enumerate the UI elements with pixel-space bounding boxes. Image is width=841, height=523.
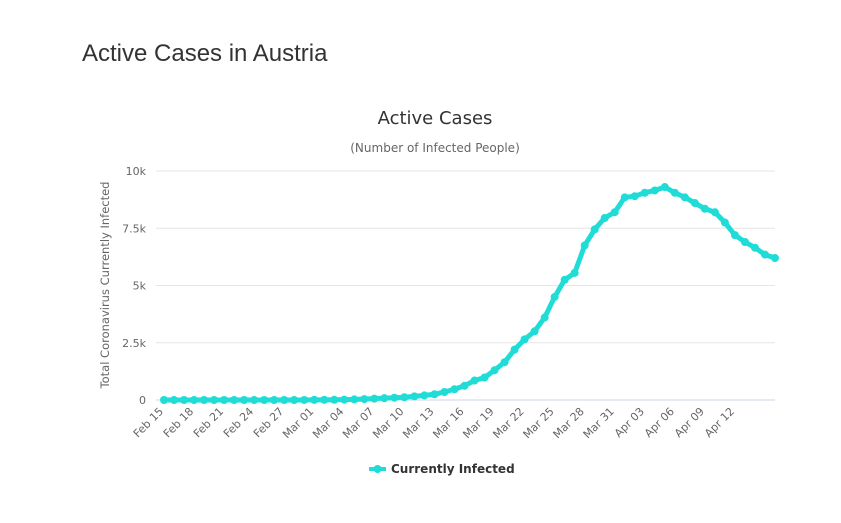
page-title: Active Cases in Austria <box>82 40 328 67</box>
x-tick-label: Feb 27 <box>251 405 286 440</box>
data-point <box>270 396 279 404</box>
data-point <box>540 313 549 322</box>
data-point <box>410 392 419 401</box>
x-tick-label: Mar 07 <box>340 405 376 441</box>
x-tick-label: Mar 22 <box>490 405 526 441</box>
data-point <box>320 395 329 404</box>
data-point <box>230 396 239 404</box>
data-point <box>670 188 679 197</box>
y-tick-label: 0 <box>139 394 146 407</box>
data-point <box>340 395 349 404</box>
data-point <box>750 243 759 252</box>
data-point <box>460 381 469 390</box>
data-point <box>470 376 479 385</box>
legend[interactable]: Currently Infected <box>369 462 515 476</box>
data-point <box>370 394 379 403</box>
data-point <box>510 345 519 354</box>
data-point <box>771 254 779 263</box>
data-point <box>600 213 609 222</box>
y-axis-label: Total Coronavirus Currently Infected <box>98 182 112 390</box>
data-point <box>400 393 409 402</box>
data-point <box>310 395 319 404</box>
chart-subtitle: (Number of Infected People) <box>350 141 520 155</box>
data-point <box>720 218 729 227</box>
x-tick-label: Mar 19 <box>460 405 496 441</box>
x-tick-label: Apr 12 <box>702 405 737 440</box>
data-point <box>650 186 659 195</box>
x-tick-label: Mar 13 <box>400 405 436 441</box>
data-point <box>430 390 439 399</box>
data-point <box>570 268 579 277</box>
x-tick-label: Mar 31 <box>581 405 617 441</box>
data-point <box>550 292 559 301</box>
x-tick-label: Feb 21 <box>191 405 226 440</box>
x-tick-label: Apr 09 <box>672 405 707 440</box>
data-point <box>440 387 449 396</box>
x-tick-label: Mar 16 <box>430 405 466 441</box>
series-line-currently-infected <box>161 184 778 403</box>
data-point <box>300 395 309 404</box>
data-point <box>530 327 539 336</box>
data-point <box>680 193 689 202</box>
x-tick-label: Apr 06 <box>642 405 677 440</box>
data-point <box>160 396 168 404</box>
legend-point-marker <box>373 465 382 473</box>
data-point <box>350 395 359 404</box>
data-point <box>360 395 369 404</box>
data-point <box>500 358 509 367</box>
x-tick-label: Feb 15 <box>131 405 166 440</box>
data-point <box>640 188 649 197</box>
data-point <box>480 373 489 382</box>
chart-title: Active Cases <box>378 108 493 129</box>
data-point <box>390 393 399 402</box>
data-point <box>450 385 459 394</box>
data-point <box>380 394 389 403</box>
data-point <box>490 366 499 375</box>
data-point <box>710 208 719 217</box>
data-point <box>690 199 699 208</box>
x-tick-label: Feb 18 <box>161 405 196 440</box>
data-point <box>180 396 189 404</box>
data-point <box>760 250 769 259</box>
data-point <box>240 396 249 404</box>
data-point <box>250 396 259 404</box>
x-tick-label: Mar 25 <box>521 405 557 441</box>
x-tick-label: Mar 28 <box>551 405 587 441</box>
data-point <box>520 335 529 344</box>
data-point <box>210 396 219 404</box>
data-point <box>700 204 709 213</box>
x-tick-label: Mar 10 <box>370 405 406 441</box>
data-point <box>420 391 429 400</box>
data-point <box>260 396 269 404</box>
data-point <box>280 396 289 404</box>
x-tick-label: Feb 24 <box>221 405 256 440</box>
data-point <box>610 208 619 217</box>
data-point <box>190 396 199 404</box>
legend-item-currently-infected[interactable]: Currently Infected <box>391 462 515 476</box>
data-point <box>200 396 209 404</box>
data-point <box>580 241 589 250</box>
data-point <box>170 396 179 404</box>
data-point <box>620 193 629 202</box>
x-tick-label: Mar 01 <box>280 405 316 441</box>
y-tick-label: 5k <box>133 280 147 293</box>
data-point <box>590 225 599 234</box>
y-tick-label: 2.5k <box>122 337 146 350</box>
data-point <box>220 396 229 404</box>
y-tick-label: 7.5k <box>122 222 146 235</box>
data-point <box>740 237 749 246</box>
data-point <box>730 231 739 240</box>
data-point <box>630 192 639 201</box>
data-point <box>660 183 669 192</box>
x-tick-label: Apr 03 <box>612 405 647 440</box>
data-point <box>330 395 339 404</box>
data-point <box>560 275 569 284</box>
x-tick-label: Mar 04 <box>310 405 346 441</box>
y-tick-label: 10k <box>126 165 147 178</box>
data-point <box>290 396 299 404</box>
